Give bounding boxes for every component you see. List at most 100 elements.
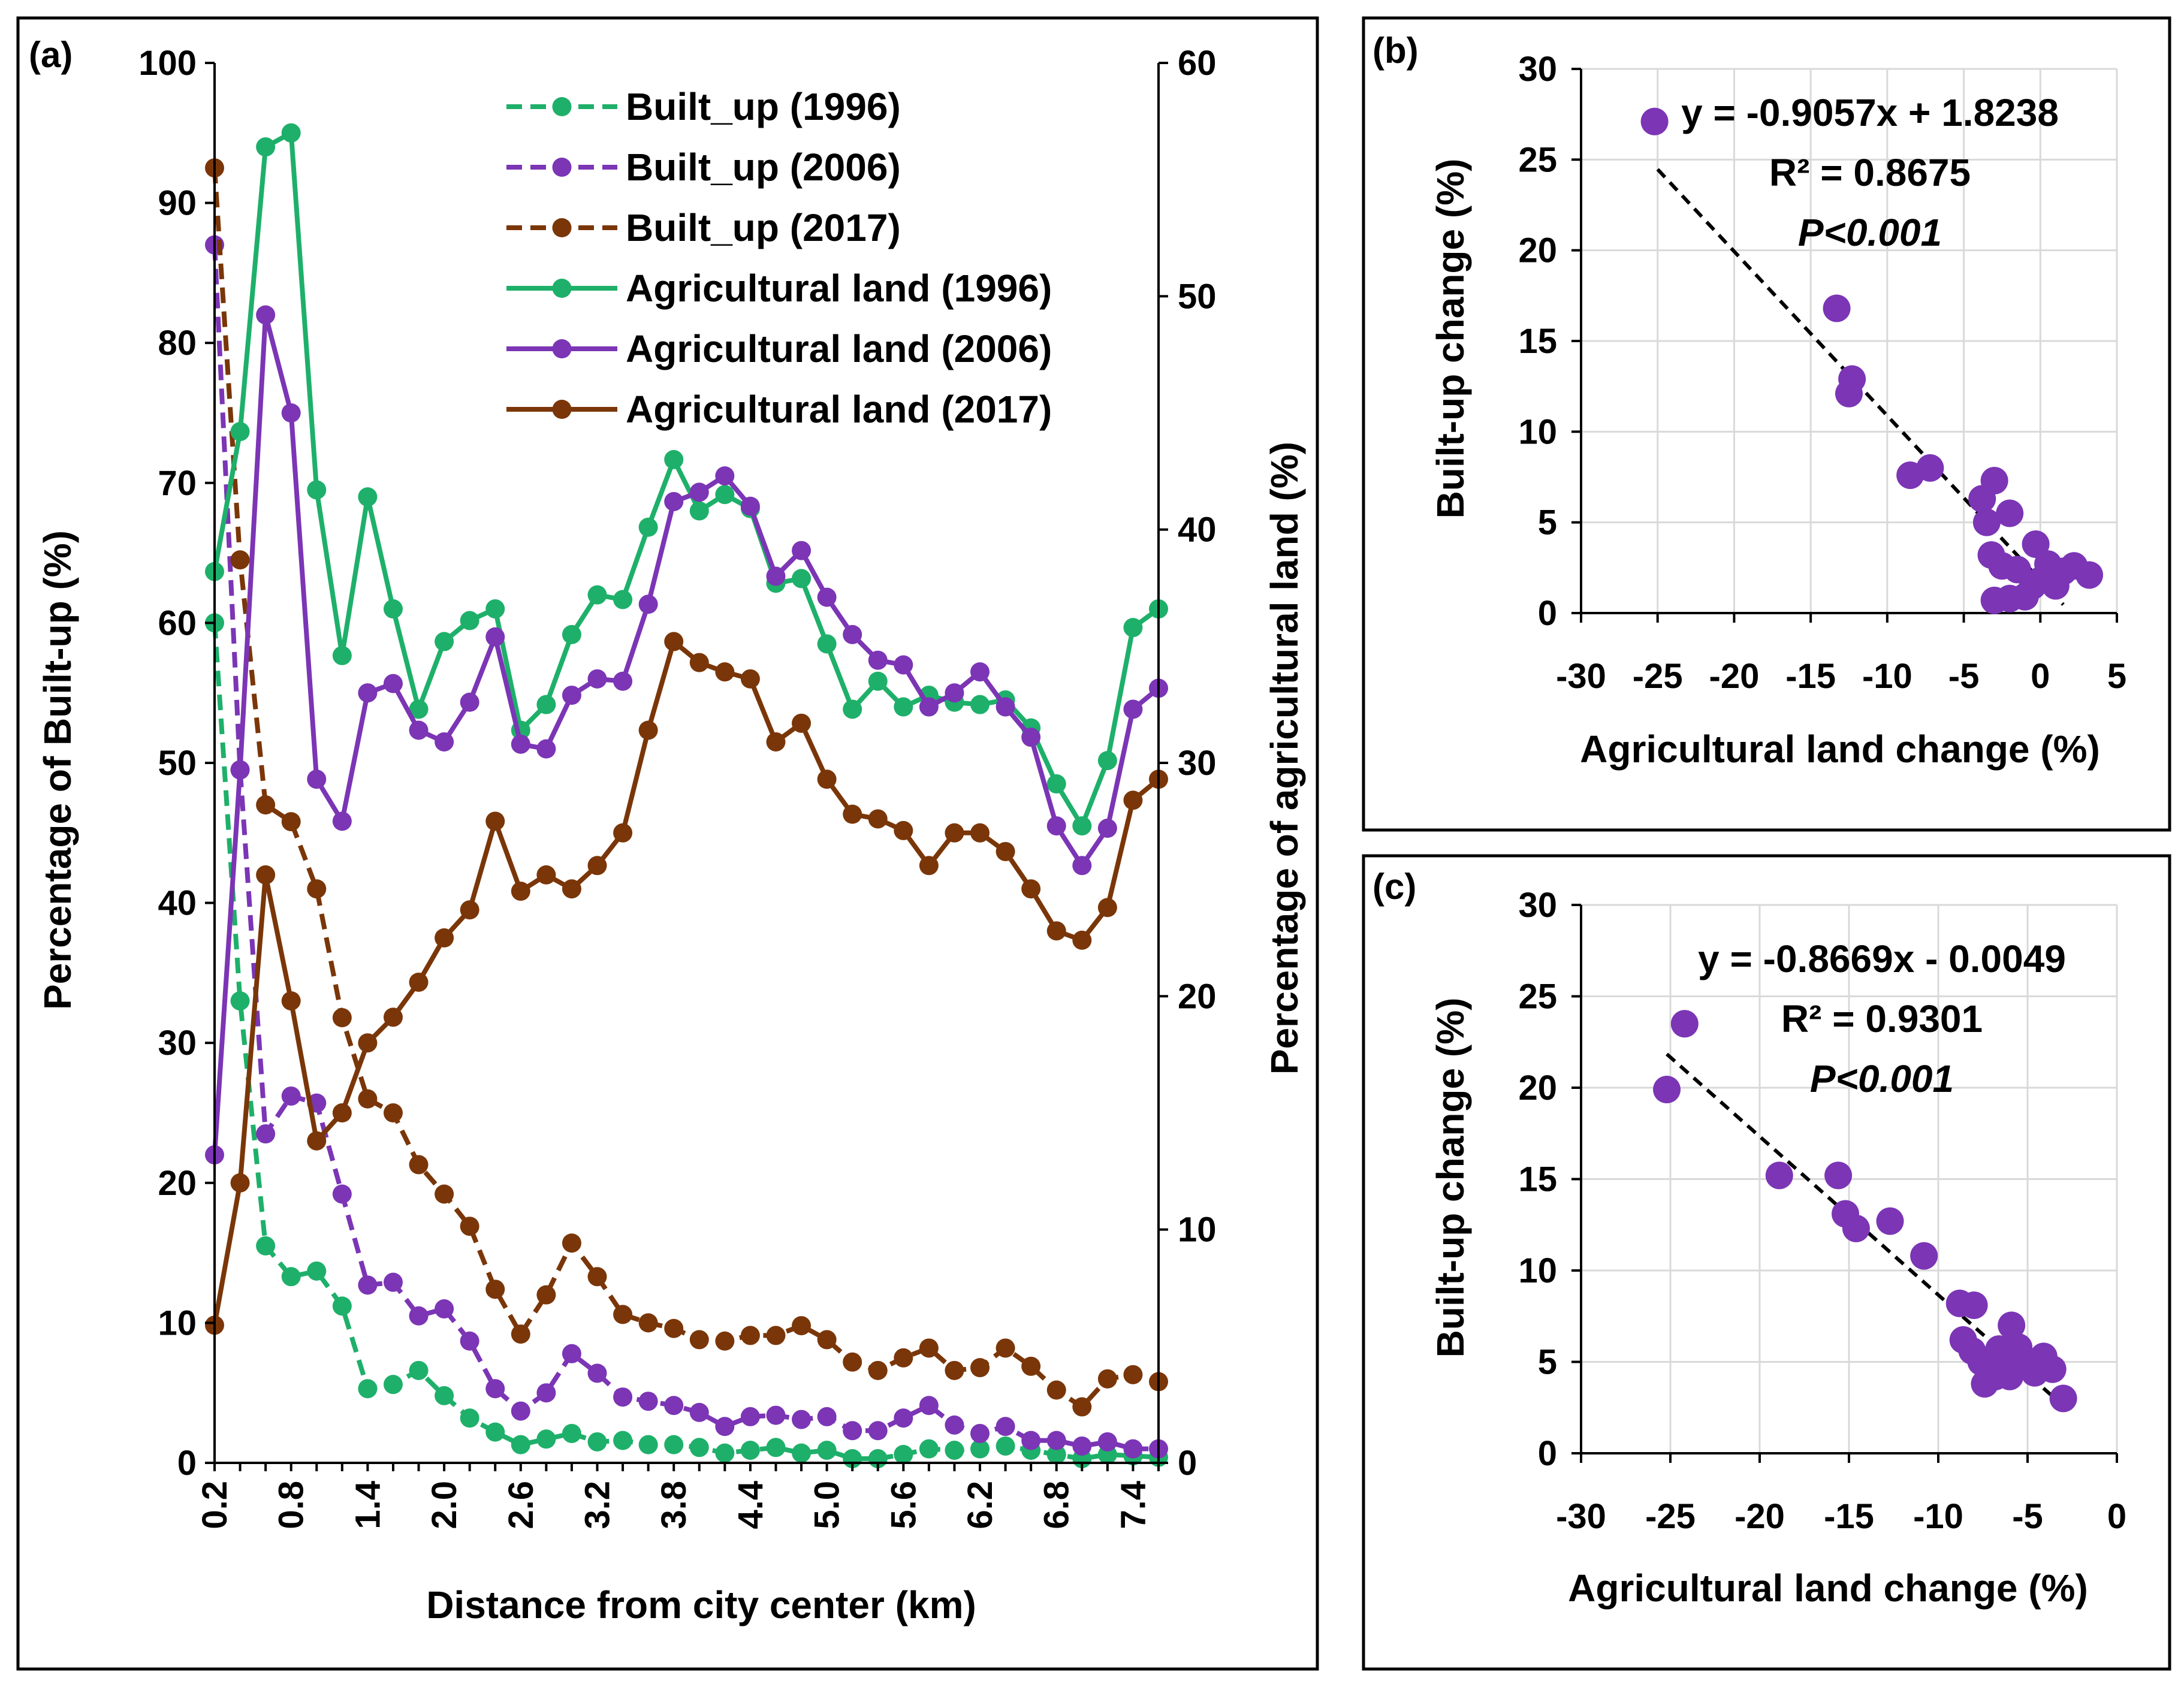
a-series-point	[511, 1324, 530, 1344]
a-series-point	[715, 662, 735, 682]
a-series-point	[485, 599, 505, 619]
a-series-point	[358, 683, 378, 703]
a-series-point	[536, 1429, 556, 1449]
a-series-point	[435, 1184, 454, 1204]
b-x-tick-label: -5	[1948, 657, 1980, 696]
a-series-point	[409, 972, 429, 992]
a-series-point	[332, 811, 352, 831]
a-series-point	[230, 422, 250, 442]
a-series-point	[945, 823, 964, 843]
a-series-point	[894, 1348, 913, 1368]
a-series-point	[766, 1438, 786, 1457]
b-x-axis-title: Agricultural land change (%)	[1580, 728, 2100, 771]
a-legend-marker	[552, 279, 572, 298]
a-series-point	[919, 1338, 939, 1358]
a-legend-label: Agricultural land (2017)	[626, 388, 1052, 431]
a-series-point	[970, 1439, 990, 1459]
a-series-point	[332, 1184, 352, 1204]
a-series-point	[638, 720, 658, 740]
a-series-point	[536, 1285, 556, 1305]
a-series-point	[383, 1272, 403, 1292]
c-data-point	[1670, 1010, 1699, 1038]
c-data-point	[1985, 1335, 2013, 1363]
a-legend-label: Built_up (2017)	[626, 206, 901, 249]
a-series-point	[587, 669, 607, 689]
a-series-point	[587, 1267, 607, 1287]
a-series-point	[689, 501, 709, 521]
a-series-point	[281, 1267, 301, 1287]
a-series-point	[817, 587, 837, 607]
a-series-point	[332, 645, 352, 665]
a-series-point	[613, 1387, 633, 1407]
a-series-point	[256, 795, 276, 815]
a-series-point	[587, 856, 607, 876]
a-series-point	[638, 1435, 658, 1454]
a-series-point	[1123, 790, 1143, 810]
a-series-point	[792, 1410, 812, 1429]
a-series-point	[868, 671, 888, 691]
b-data-point	[1996, 499, 2024, 527]
a-legend-label: Built_up (1996)	[626, 85, 901, 128]
c-y-tick-label: 0	[1538, 1434, 1557, 1473]
panel-a-label: (a)	[29, 35, 73, 75]
c-y-tick-label: 15	[1518, 1160, 1557, 1199]
a-series-point	[970, 1358, 990, 1378]
b-p-value: P<0.001	[1798, 211, 1942, 254]
a-x-tick-label: 5.6	[884, 1481, 923, 1529]
a-series-point	[485, 627, 505, 647]
c-x-tick-label: -20	[1734, 1497, 1785, 1536]
a-series-point	[1097, 898, 1117, 918]
a-series-point	[383, 1103, 403, 1122]
a-series-point	[613, 1431, 633, 1450]
a-series-point	[766, 1405, 786, 1425]
a-series-point	[894, 655, 913, 675]
b-y-tick-label: 20	[1518, 231, 1557, 270]
a-legend-marker	[552, 158, 572, 177]
a-y-tick-label: 30	[158, 1024, 197, 1063]
a-x-tick-label: 7.4	[1114, 1481, 1153, 1529]
a-series-point	[970, 662, 990, 682]
b-x-tick-label: 0	[2031, 657, 2050, 696]
a-series-point	[256, 1124, 276, 1144]
a-series-point	[1021, 879, 1041, 899]
a-series-point	[358, 1033, 378, 1053]
a-series-point	[945, 1440, 964, 1460]
a-series-point	[435, 1386, 454, 1405]
b-data-point	[1835, 379, 1863, 408]
a-series-point	[715, 466, 735, 486]
a-series-point	[536, 695, 556, 714]
a-y2-tick-label: 40	[1178, 511, 1217, 550]
a-series-point	[894, 820, 913, 840]
a-series-point	[435, 928, 454, 947]
a-series-point	[332, 1296, 352, 1316]
a-series-point	[460, 900, 479, 920]
c-data-point	[1653, 1076, 1681, 1104]
a-series-point	[817, 769, 837, 789]
a-series-point	[307, 1131, 327, 1151]
a-series-point	[1072, 930, 1092, 950]
c-x-tick-label: -25	[1645, 1497, 1696, 1536]
a-series-point	[945, 1415, 964, 1435]
b-equation: y = -0.9057x + 1.8238	[1681, 91, 2059, 134]
a-series-point	[1097, 1432, 1117, 1451]
a-series-point	[1046, 1444, 1066, 1464]
a-series-point	[409, 720, 429, 740]
c-data-point	[1842, 1214, 1870, 1242]
a-series-point	[740, 669, 760, 689]
a-series-point	[587, 585, 607, 605]
c-r-squared: R² = 0.9301	[1781, 997, 1983, 1040]
a-legend-label: Agricultural land (2006)	[626, 327, 1052, 370]
a-series-point	[638, 1313, 658, 1333]
a-series-point	[664, 632, 684, 651]
b-y-axis-title: Built-up change (%)	[1429, 159, 1472, 519]
a-legend-label: Agricultural land (1996)	[626, 267, 1052, 310]
a-x-tick-label: 2.0	[425, 1481, 464, 1529]
a-series-point	[358, 1379, 378, 1399]
c-y-axis-title: Built-up change (%)	[1429, 998, 1472, 1358]
a-series-point	[307, 1261, 327, 1281]
b-y-tick-label: 10	[1518, 412, 1557, 451]
a-series-point	[945, 683, 964, 703]
a-series-point	[817, 1440, 837, 1460]
a-series-point	[281, 123, 301, 143]
